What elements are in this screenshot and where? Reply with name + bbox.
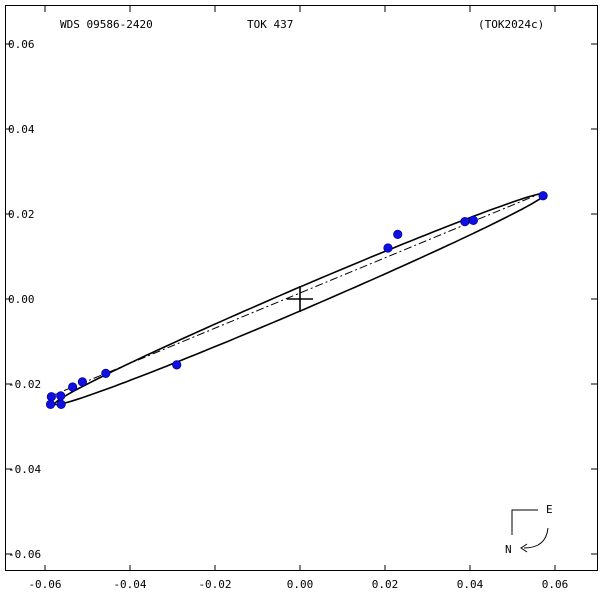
data-point bbox=[460, 217, 470, 227]
data-point bbox=[172, 360, 182, 370]
header-star-name: TOK 437 bbox=[247, 18, 293, 31]
y-tick-label: -0.06 bbox=[8, 548, 41, 561]
compass: E N bbox=[505, 503, 553, 556]
compass-arrowhead bbox=[520, 543, 528, 553]
x-tick-label: 0.02 bbox=[372, 578, 399, 591]
header-reference: (TOK2024c) bbox=[478, 18, 544, 31]
x-tick-label: 0.04 bbox=[457, 578, 484, 591]
data-point bbox=[68, 382, 78, 392]
y-tick-label: 0.02 bbox=[8, 208, 35, 221]
data-point bbox=[538, 191, 548, 201]
compass-north-label: N bbox=[505, 543, 512, 556]
header-wds-id: WDS 09586-2420 bbox=[60, 18, 153, 31]
x-tick-label: 0.06 bbox=[542, 578, 569, 591]
compass-arrow bbox=[523, 527, 549, 549]
x-tick-label: -0.02 bbox=[198, 578, 231, 591]
y-tick-label: -0.02 bbox=[8, 378, 41, 391]
y-tick-label: 0.06 bbox=[8, 38, 35, 51]
x-tick-label: -0.04 bbox=[113, 578, 146, 591]
x-tick-label: -0.06 bbox=[28, 578, 61, 591]
plot-frame bbox=[5, 5, 598, 571]
data-point bbox=[56, 391, 66, 401]
y-tick-label: 0.04 bbox=[8, 123, 35, 136]
data-point bbox=[46, 392, 56, 402]
line-of-nodes bbox=[49, 192, 543, 398]
y-tick-label: 0.00 bbox=[8, 293, 35, 306]
x-tick-label: 0.00 bbox=[287, 578, 314, 591]
data-point bbox=[101, 368, 111, 378]
compass-east-label: E bbox=[546, 503, 553, 516]
data-point bbox=[468, 215, 478, 225]
data-point bbox=[56, 399, 66, 409]
data-point bbox=[77, 377, 88, 387]
data-point bbox=[45, 399, 56, 409]
data-point bbox=[383, 243, 393, 253]
y-tick-label: -0.04 bbox=[8, 463, 41, 476]
compass-arms bbox=[511, 509, 538, 535]
data-point bbox=[393, 229, 403, 239]
